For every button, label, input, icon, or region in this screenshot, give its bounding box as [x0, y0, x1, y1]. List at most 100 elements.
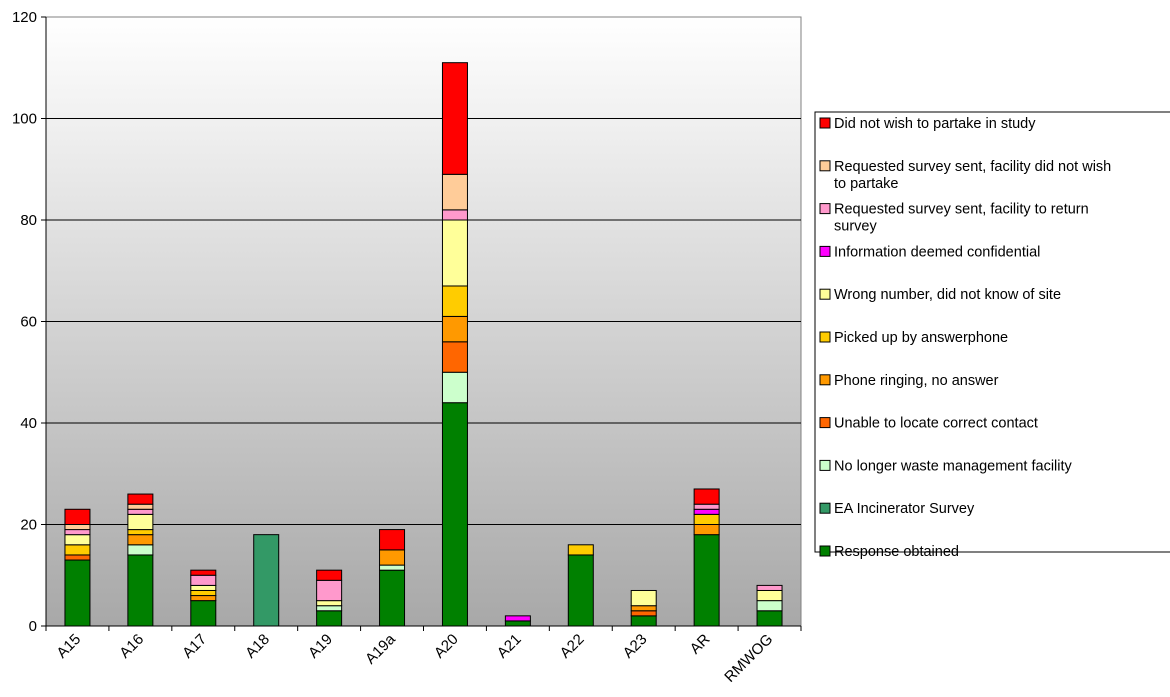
legend-label: Information deemed confidential [834, 244, 1040, 260]
bar-segment [379, 564, 406, 571]
bar-segment [567, 544, 594, 556]
bar-segment [64, 508, 91, 525]
bar-segment [190, 595, 217, 602]
bar-segment [504, 620, 531, 627]
legend-label: No longer waste management facility [834, 458, 1073, 474]
bar-segment [127, 534, 154, 546]
gridlines [46, 118, 801, 525]
legend-swatch [819, 502, 831, 514]
bar-segment [127, 503, 154, 510]
bar-segment [693, 488, 720, 505]
bar-segment [64, 524, 91, 531]
bar-segment [630, 615, 657, 627]
legend-label: Wrong number, did not know of site [834, 287, 1061, 303]
x-tick-label: A16 [116, 631, 147, 662]
bar-segment [693, 503, 720, 510]
legend-box [814, 111, 1170, 553]
bar-segment [64, 529, 91, 536]
bar-segment [127, 554, 154, 627]
axes [41, 16, 802, 631]
bar-segment [756, 584, 783, 591]
bar-segment [441, 209, 468, 221]
x-tick-label: A22 [557, 631, 588, 662]
bar-segment [441, 341, 468, 373]
legend-swatch [819, 459, 831, 471]
legend-swatch [819, 331, 831, 343]
bar-segment [64, 554, 91, 561]
legend-label: Did not wish to partake in study [834, 116, 1036, 132]
bar-segment [253, 534, 280, 627]
x-tick-label: A19a [362, 630, 399, 667]
y-tick-label: 60 [20, 314, 37, 331]
x-tick-label: A21 [494, 631, 525, 662]
bar-segment [630, 605, 657, 612]
bar-segment [127, 544, 154, 556]
legend-swatch [819, 160, 831, 172]
legend: Did not wish to partake in study Requeste… [814, 111, 1170, 560]
bar-segment [630, 589, 657, 607]
bar-segment [441, 219, 468, 287]
x-tick-label: RMWOG [721, 631, 776, 686]
x-tick-label: A18 [242, 631, 273, 662]
bar-segment [127, 513, 154, 531]
legend-swatch [819, 203, 831, 215]
bar-segment [441, 173, 468, 211]
legend-label: Requested survey sent, facility did not … [834, 159, 1111, 192]
bar-segment [567, 554, 594, 627]
legend-swatch [819, 374, 831, 386]
bar-segment [693, 534, 720, 627]
bar-segment [316, 579, 343, 602]
y-tick-label: 80 [20, 212, 37, 229]
bars [64, 62, 783, 627]
legend-label: Unable to locate correct contact [834, 416, 1038, 432]
bar-segment [441, 62, 468, 175]
legend-swatch [819, 417, 831, 429]
bar-segment [630, 610, 657, 617]
bar-segment [756, 589, 783, 602]
bar-segment [693, 513, 720, 525]
bar-segment [693, 524, 720, 536]
bar-segment [441, 402, 468, 627]
bar-segment [190, 584, 217, 591]
y-tick-label: 0 [29, 618, 37, 635]
y-tick-label: 20 [20, 517, 37, 534]
legend-label: Response obtained [834, 544, 959, 560]
x-tick-label: AR [687, 631, 714, 658]
legend-label: Phone ringing, no answer [834, 373, 999, 389]
bar-segment [441, 371, 468, 404]
bar-segment [756, 610, 783, 627]
bar-segment [127, 529, 154, 536]
bar-segment [127, 508, 154, 515]
bar-segment [693, 508, 720, 515]
bar-segment [64, 544, 91, 556]
x-tick-label: A20 [431, 631, 462, 662]
y-tick-label: 40 [20, 415, 37, 432]
legend-label: Picked up by answerphone [834, 330, 1008, 346]
bar-segment [64, 534, 91, 546]
legend-label: EA Incinerator Survey [834, 501, 975, 517]
bar-segment [441, 315, 468, 343]
legend-swatch [819, 117, 831, 129]
bar-segment [190, 589, 217, 597]
bar-segment [756, 600, 783, 612]
bar-segment [379, 569, 406, 627]
bar-segment [127, 493, 154, 505]
bar-segment [441, 285, 468, 317]
x-tick-label: A19 [305, 631, 336, 662]
bar-segment [316, 605, 343, 612]
legend-label: Requested survey sent, facility to retur… [834, 202, 1089, 235]
bar-segment [316, 610, 343, 627]
bar-segment [190, 569, 217, 576]
bar-segment [504, 615, 531, 622]
legend-swatch [819, 245, 831, 257]
x-tick-label: A17 [179, 631, 210, 662]
bar-segment [190, 600, 217, 627]
legend-swatch [819, 288, 831, 300]
bar-segment [316, 569, 343, 581]
bar-segment [190, 574, 217, 586]
x-tick-label: A15 [53, 631, 84, 662]
bar-segment [316, 600, 343, 607]
legend-swatch [819, 545, 831, 557]
